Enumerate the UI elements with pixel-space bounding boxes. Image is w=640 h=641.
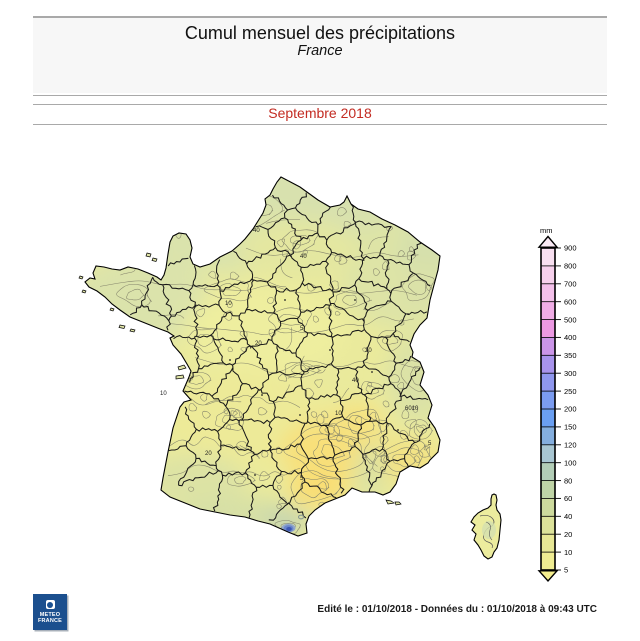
svg-text:10: 10 xyxy=(160,391,167,397)
svg-text:500: 500 xyxy=(564,315,577,324)
svg-text:600: 600 xyxy=(564,297,577,306)
svg-text:40: 40 xyxy=(253,228,260,234)
svg-text:40: 40 xyxy=(564,512,572,521)
svg-text:400: 400 xyxy=(564,333,577,342)
svg-text:350: 350 xyxy=(564,351,577,360)
svg-text:mm: mm xyxy=(540,226,553,235)
svg-text:5: 5 xyxy=(300,476,304,482)
svg-text:80: 80 xyxy=(564,476,572,485)
svg-text:150: 150 xyxy=(564,423,577,432)
svg-text:20: 20 xyxy=(205,451,212,457)
svg-text:40: 40 xyxy=(352,378,359,384)
svg-text:300: 300 xyxy=(564,369,577,378)
svg-text:900: 900 xyxy=(564,244,577,253)
svg-text:6010: 6010 xyxy=(405,406,419,412)
svg-text:800: 800 xyxy=(564,262,577,271)
svg-text:5: 5 xyxy=(300,326,304,332)
svg-text:20: 20 xyxy=(564,530,572,539)
svg-text:10: 10 xyxy=(335,411,342,417)
svg-text:5: 5 xyxy=(564,566,568,575)
svg-text:120: 120 xyxy=(564,441,577,450)
svg-text:40: 40 xyxy=(300,254,307,260)
svg-text:10: 10 xyxy=(225,301,232,307)
svg-text:250: 250 xyxy=(564,387,577,396)
svg-text:5: 5 xyxy=(428,441,432,447)
svg-text:20: 20 xyxy=(255,341,262,347)
svg-text:200: 200 xyxy=(564,405,577,414)
svg-text:100: 100 xyxy=(564,458,577,467)
svg-text:60: 60 xyxy=(564,494,572,503)
svg-text:10: 10 xyxy=(564,548,572,557)
svg-text:700: 700 xyxy=(564,280,577,289)
svg-text:20: 20 xyxy=(365,348,372,354)
